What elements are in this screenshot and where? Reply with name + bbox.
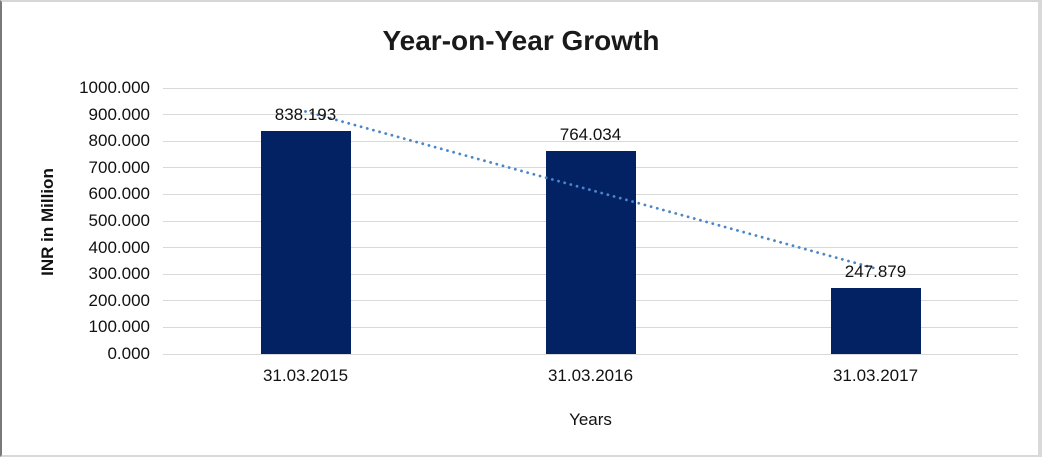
- x-axis-title: Years: [569, 410, 612, 429]
- bar-value-label: 247.879: [844, 262, 907, 282]
- y-axis-tick-label: 600.000: [88, 184, 150, 204]
- y-axis-tick-label: 400.000: [88, 237, 150, 257]
- y-axis-tick-label: 1000.000: [79, 78, 150, 97]
- bar-value-label: 764.034: [559, 124, 622, 144]
- chart-title: Year-on-Year Growth: [382, 25, 660, 56]
- gridline: [163, 353, 1018, 355]
- bar: [260, 131, 351, 354]
- plot-area: 838.193 764.034 247.879: [163, 87, 1018, 355]
- gridline: [163, 114, 1018, 116]
- trendline: [304, 110, 877, 270]
- y-axis-tick-label: 800.000: [88, 131, 150, 151]
- y-axis-tick-label: 700.000: [88, 157, 150, 177]
- gridline: [163, 140, 1018, 142]
- y-axis-tick-label: 200.000: [88, 290, 150, 310]
- bar: [545, 150, 636, 354]
- bar: [830, 288, 921, 354]
- x-axis-tick-label: 31.03.2016: [547, 366, 634, 385]
- bar-value-label: 838.193: [274, 105, 337, 125]
- y-axis-tick-label: 100.000: [88, 317, 150, 337]
- gridline: [163, 87, 1018, 89]
- y-axis-tick-label: 500.000: [88, 211, 150, 230]
- y-axis-tick-label: 0.000: [107, 344, 150, 363]
- y-axis-tick-label: 300.000: [88, 264, 150, 284]
- trendline-dotted: [304, 110, 877, 270]
- x-axis-tick-label: 31.03.2015: [262, 366, 349, 385]
- x-axis-tick-label: 31.03.2017: [832, 366, 919, 385]
- y-axis-tick-label: 900.000: [88, 104, 150, 124]
